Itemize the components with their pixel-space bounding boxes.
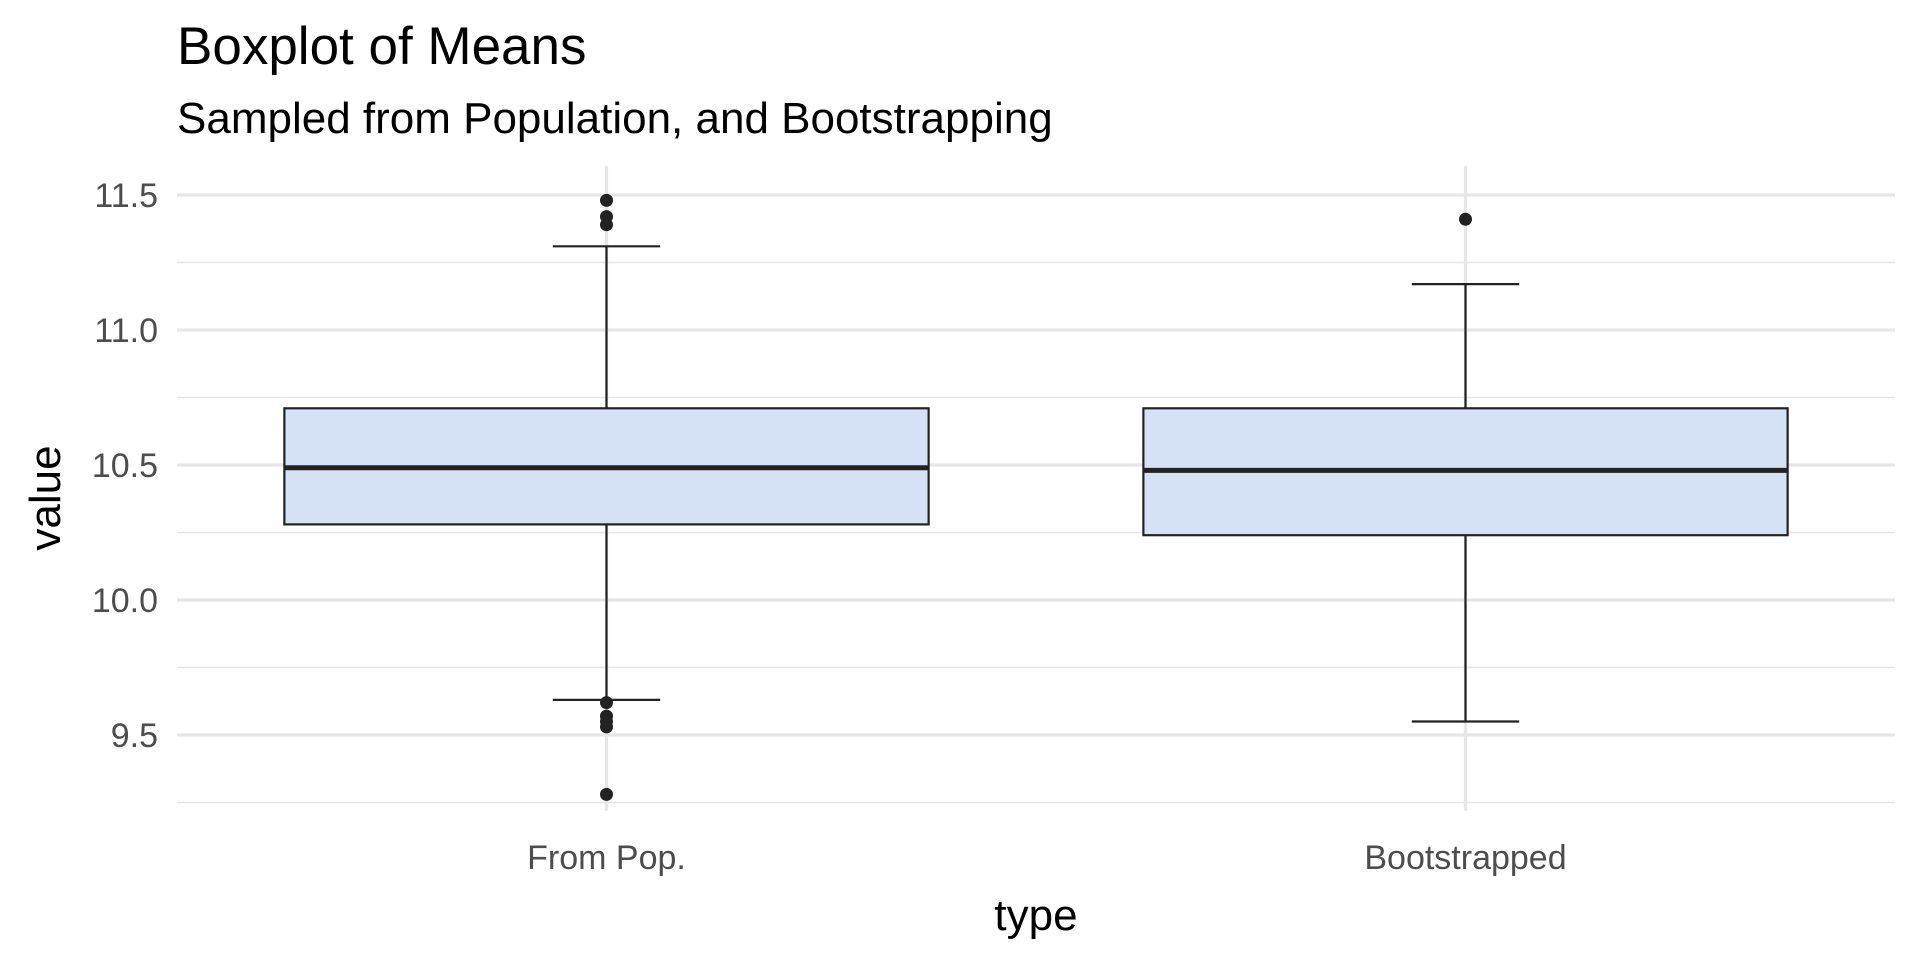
box-layer <box>283 193 1789 801</box>
outlier-point <box>600 709 613 723</box>
tick-labels: 9.5 10.0 10.5 11.0 11.5 From Pop. Bootstrapped <box>92 177 1567 877</box>
x-tick-label: From Pop. <box>527 839 686 877</box>
box-group <box>283 193 930 801</box>
box-group <box>1142 212 1789 723</box>
y-tick-label: 9.5 <box>111 717 158 755</box>
x-tick-label: Bootstrapped <box>1364 839 1566 877</box>
outlier-point <box>1459 212 1472 226</box>
chart-title: Boxplot of Means <box>177 17 587 76</box>
y-tick-label: 11.5 <box>94 177 158 215</box>
outlier-point <box>600 787 613 801</box>
y-axis-title: value <box>21 445 70 550</box>
y-tick-label: 11.0 <box>94 312 158 350</box>
outlier-point <box>600 193 613 207</box>
y-tick-label: 10.0 <box>92 582 158 620</box>
y-tick-label: 10.5 <box>92 447 158 485</box>
outlier-point <box>600 696 613 710</box>
chart-subtitle: Sampled from Population, and Bootstrappi… <box>177 94 1053 143</box>
outlier-point <box>600 210 613 224</box>
x-axis-title: type <box>994 891 1077 940</box>
